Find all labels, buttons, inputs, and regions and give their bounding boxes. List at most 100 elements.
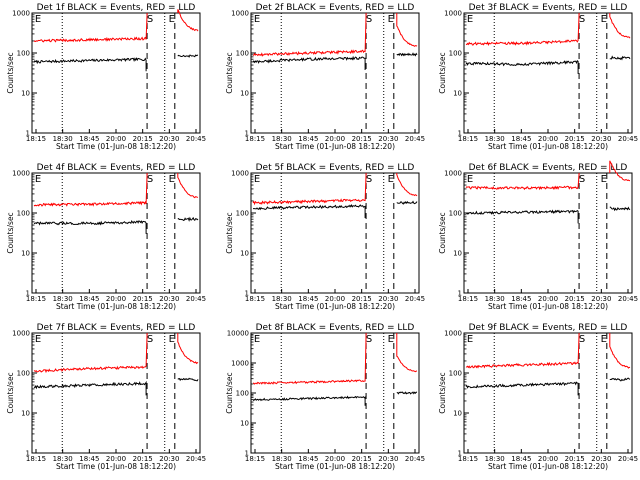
series-line-lld-after bbox=[396, 13, 418, 47]
panel-title: Det 8f BLACK = Events, RED = LLD bbox=[256, 323, 415, 333]
x-tick-label: 18:45 bbox=[511, 295, 531, 303]
series-line-lld bbox=[465, 172, 580, 191]
series-line-lld bbox=[252, 12, 367, 57]
series-line-lld bbox=[252, 172, 367, 206]
series-line-lld bbox=[33, 332, 148, 374]
y-axis-label: Counts/sec bbox=[6, 52, 15, 93]
panel-det-3: Det 3f BLACK = Events, RED = LLD 1 10 100 10… bbox=[438, 3, 638, 151]
x-tick-label: 18:45 bbox=[79, 455, 99, 463]
y-tick-label: 10 bbox=[453, 250, 462, 258]
series-line-events bbox=[33, 220, 147, 234]
x-tick-label: 20:45 bbox=[405, 135, 425, 143]
y-axis-label: Counts/sec bbox=[438, 372, 447, 413]
x-tick-label: 20:30 bbox=[159, 295, 179, 303]
x-tick-label: 18:15 bbox=[26, 135, 46, 143]
series-line-events bbox=[465, 60, 579, 74]
series-line-lld bbox=[252, 332, 367, 385]
series-line-lld-after bbox=[396, 333, 418, 373]
y-tick-label: 1 bbox=[458, 130, 462, 138]
end-marker-label-left: E bbox=[35, 14, 41, 25]
end-marker-label: E bbox=[601, 334, 607, 345]
x-axis-label: Start Time (01-Jun-08 18:12:20) bbox=[56, 462, 176, 471]
x-tick-label: 20:00 bbox=[538, 135, 558, 143]
y-axis-label: Counts/sec bbox=[225, 52, 234, 93]
y-tick-label: 1000 bbox=[444, 10, 462, 18]
y-tick-label: 10 bbox=[240, 250, 249, 258]
end-marker-label-left: E bbox=[467, 334, 473, 345]
x-tick-label: 20:30 bbox=[591, 135, 611, 143]
end-marker-label: E bbox=[388, 334, 394, 345]
end-marker-label-left: E bbox=[35, 174, 41, 185]
x-tick-label: 20:45 bbox=[405, 295, 425, 303]
y-axis-label: Counts/sec bbox=[6, 372, 15, 413]
x-tick-label: 20:15 bbox=[565, 455, 585, 463]
panel-det-9: Det 9f BLACK = Events, RED = LLD 1 10 100 10… bbox=[438, 323, 638, 471]
x-tick-label: 20:45 bbox=[186, 295, 206, 303]
y-tick-label: 100 bbox=[236, 50, 249, 58]
x-axis-label: Start Time (01-Jun-08 18:12:20) bbox=[488, 142, 608, 151]
series-line-events bbox=[253, 203, 366, 218]
y-axis-label: Counts/sec bbox=[225, 212, 234, 253]
x-tick-label: 20:15 bbox=[352, 135, 372, 143]
x-tick-label: 18:15 bbox=[26, 295, 46, 303]
y-tick-label: 100 bbox=[17, 210, 30, 218]
y-tick-label: 1 bbox=[26, 130, 30, 138]
panel-title: Det 9f BLACK = Events, RED = LLD bbox=[469, 323, 628, 333]
x-tick-label: 18:45 bbox=[79, 135, 99, 143]
y-tick-label: 1 bbox=[245, 290, 249, 298]
series-line-lld bbox=[465, 332, 580, 369]
y-tick-label: 10 bbox=[453, 410, 462, 418]
x-tick-label: 18:30 bbox=[272, 295, 292, 303]
x-axis-label: Start Time (01-Jun-08 18:12:20) bbox=[56, 142, 176, 151]
x-tick-label: 20:00 bbox=[325, 455, 345, 463]
x-tick-label: 18:45 bbox=[298, 135, 318, 143]
x-tick-label: 20:15 bbox=[133, 295, 153, 303]
x-tick-label: 18:30 bbox=[53, 295, 73, 303]
series-line-events-after bbox=[609, 206, 631, 212]
x-tick-label: 20:15 bbox=[352, 455, 372, 463]
x-tick-label: 20:00 bbox=[325, 295, 345, 303]
x-tick-label: 20:15 bbox=[133, 455, 153, 463]
y-tick-label: 1 bbox=[458, 290, 462, 298]
series-line-lld-after bbox=[396, 173, 418, 197]
x-axis-label: Start Time (01-Jun-08 18:12:20) bbox=[275, 142, 395, 151]
x-tick-label: 18:15 bbox=[26, 455, 46, 463]
end-marker-label: E bbox=[388, 14, 394, 25]
x-tick-label: 20:30 bbox=[378, 135, 398, 143]
y-tick-label: 100 bbox=[449, 50, 462, 58]
x-tick-label: 18:15 bbox=[245, 135, 265, 143]
y-tick-label: 1000 bbox=[12, 10, 30, 18]
end-marker-label: E bbox=[388, 174, 394, 185]
x-tick-label: 18:45 bbox=[511, 455, 531, 463]
end-marker-label: E bbox=[601, 14, 607, 25]
y-tick-label: 10 bbox=[21, 410, 30, 418]
x-tick-label: 18:15 bbox=[458, 135, 478, 143]
x-tick-label: 20:00 bbox=[106, 295, 126, 303]
x-tick-label: 18:30 bbox=[53, 135, 73, 143]
series-line-events-after bbox=[396, 52, 418, 57]
x-tick-label: 20:00 bbox=[538, 455, 558, 463]
y-tick-label: 1 bbox=[458, 450, 462, 458]
x-axis-label: Start Time (01-Jun-08 18:12:20) bbox=[275, 462, 395, 471]
y-tick-label: 100 bbox=[17, 50, 30, 58]
x-tick-label: 18:45 bbox=[79, 295, 99, 303]
panel-det-6: Det 6f BLACK = Events, RED = LLD 1 10 100 10… bbox=[438, 160, 638, 311]
y-tick-label: 10 bbox=[240, 420, 249, 428]
start-marker-label: S bbox=[579, 334, 585, 345]
series-line-lld bbox=[33, 12, 148, 43]
y-tick-label: 100 bbox=[236, 210, 249, 218]
start-marker-label: S bbox=[366, 334, 372, 345]
series-line-events-after bbox=[396, 391, 418, 395]
panel-title: Det 1f BLACK = Events, RED = LLD bbox=[37, 3, 196, 13]
series-line-lld bbox=[465, 12, 580, 46]
panel-title: Det 2f BLACK = Events, RED = LLD bbox=[256, 3, 415, 13]
panel-det-8: Det 8f BLACK = Events, RED = LLD 1 10 100 10… bbox=[225, 323, 425, 471]
y-tick-label: 100 bbox=[449, 370, 462, 378]
x-tick-label: 20:45 bbox=[618, 295, 638, 303]
series-line-lld bbox=[33, 172, 148, 207]
panel-title: Det 6f BLACK = Events, RED = LLD bbox=[469, 163, 628, 173]
y-tick-label: 100 bbox=[449, 210, 462, 218]
x-tick-label: 20:30 bbox=[591, 295, 611, 303]
x-axis-label: Start Time (01-Jun-08 18:12:20) bbox=[488, 462, 608, 471]
